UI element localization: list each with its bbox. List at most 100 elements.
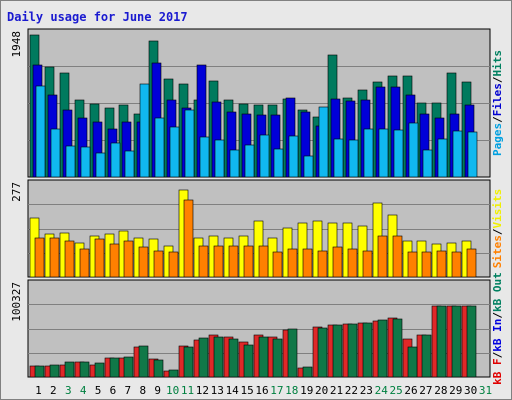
x-tick-label-day-12: 12 xyxy=(196,384,209,397)
bar-kbytes-kb-out-day-3 xyxy=(64,361,75,378)
legend-hits: Hits xyxy=(491,50,504,77)
x-tick-label-day-23: 23 xyxy=(360,384,373,397)
bar-visits-sites-day-7 xyxy=(123,240,134,278)
bar-visits-sites-day-5 xyxy=(94,238,105,278)
bar-hits-pages-day-28 xyxy=(437,138,448,178)
bar-hits-pages-day-8 xyxy=(139,83,150,178)
bar-visits-sites-day-1 xyxy=(34,237,45,278)
bar-kbytes-kb-out-day-5 xyxy=(94,362,105,378)
x-tick-label-day-5: 5 xyxy=(95,384,102,397)
bar-kbytes-kb-out-day-18 xyxy=(287,328,298,378)
bar-hits-pages-day-5 xyxy=(95,152,106,178)
bar-kbytes-kb-out-day-28 xyxy=(436,305,447,378)
panel-kbytes-legend: kB F/kB In/kB Out xyxy=(491,272,504,385)
bar-kbytes-kb-out-day-30 xyxy=(466,305,477,378)
bar-visits-sites-day-11 xyxy=(183,199,194,278)
bar-hits-pages-day-18 xyxy=(288,135,299,178)
legend-kb-out: kB Out xyxy=(491,272,504,312)
bar-kbytes-kb-out-day-25 xyxy=(392,318,403,378)
x-tick-label-day-4: 4 xyxy=(80,384,87,397)
bar-hits-pages-day-3 xyxy=(65,145,76,178)
bar-hits-pages-day-7 xyxy=(124,150,135,178)
x-tick-label-day-20: 20 xyxy=(315,384,328,397)
bar-visits-sites-day-15 xyxy=(243,245,254,278)
bar-hits-pages-day-4 xyxy=(80,146,91,178)
x-tick-label-day-3: 3 xyxy=(65,384,72,397)
x-tick-label-day-18: 18 xyxy=(285,384,298,397)
x-tick-label-day-13: 13 xyxy=(211,384,224,397)
bar-kbytes-kb-out-day-6 xyxy=(109,357,120,378)
bar-hits-pages-day-30 xyxy=(467,131,478,178)
bar-hits-pages-day-1 xyxy=(35,85,46,178)
panel-hits-legend: Pages/Files/Hits xyxy=(491,50,504,156)
bar-visits-sites-day-16 xyxy=(258,245,269,278)
x-tick-label-day-11: 11 xyxy=(181,384,194,397)
bar-visits-sites-day-14 xyxy=(228,245,239,278)
x-tick-label-day-16: 16 xyxy=(255,384,268,397)
legend-visits: Visits xyxy=(491,189,504,229)
bar-visits-sites-day-3 xyxy=(64,240,75,278)
bar-hits-pages-day-14 xyxy=(229,149,240,178)
bar-visits-sites-day-23 xyxy=(362,250,373,278)
bar-hits-pages-day-26 xyxy=(408,122,419,178)
x-tick-label-day-30: 30 xyxy=(464,384,477,397)
bar-hits-pages-day-21 xyxy=(333,138,344,178)
bar-visits-sites-day-4 xyxy=(79,248,90,278)
bar-kbytes-kb-out-day-19 xyxy=(302,366,313,378)
bar-kbytes-kb-out-day-24 xyxy=(377,319,388,378)
bar-visits-sites-day-25 xyxy=(392,235,403,278)
bar-hits-pages-day-29 xyxy=(452,130,463,178)
bar-visits-sites-day-9 xyxy=(153,250,164,278)
x-tick-label-day-26: 26 xyxy=(404,384,417,397)
bar-visits-sites-day-13 xyxy=(213,245,224,278)
bar-kbytes-kb-out-day-7 xyxy=(123,356,134,378)
x-tick-label-day-28: 28 xyxy=(434,384,447,397)
x-tick-label-day-9: 9 xyxy=(154,384,161,397)
bar-visits-visits-day-20 xyxy=(312,220,323,278)
legend-sites: Sites xyxy=(491,235,504,268)
bar-kbytes-kb-out-day-14 xyxy=(228,338,239,378)
bar-visits-sites-day-6 xyxy=(109,243,120,278)
bar-kbytes-kb-out-day-21 xyxy=(332,324,343,378)
x-tick-label-day-27: 27 xyxy=(419,384,432,397)
x-tick-label-day-1: 1 xyxy=(35,384,42,397)
bar-hits-pages-day-27 xyxy=(422,149,433,178)
panel-kbytes-ymax-label: 100327 xyxy=(10,282,23,322)
legend-kb-in: kB In xyxy=(491,319,504,352)
bar-kbytes-kb-out-day-4 xyxy=(79,361,90,378)
bar-hits-pages-day-15 xyxy=(244,144,255,178)
legend-files: Files xyxy=(491,83,504,116)
x-tick-label-day-19: 19 xyxy=(300,384,313,397)
bar-visits-sites-day-30 xyxy=(466,248,477,278)
bar-hits-pages-day-24 xyxy=(378,128,389,178)
bar-hits-pages-day-10 xyxy=(169,126,180,178)
bar-hits-pages-day-16 xyxy=(259,134,270,178)
legend-kb-f: kB F xyxy=(491,358,504,385)
bar-hits-pages-day-25 xyxy=(393,129,404,178)
bar-kbytes-kb-out-day-1 xyxy=(34,365,45,378)
bar-visits-sites-day-10 xyxy=(168,251,179,278)
panel-visits-legend: Sites/Visits xyxy=(491,189,504,269)
bar-kbytes-kb-out-day-12 xyxy=(198,337,209,378)
x-tick-label-day-31: 31 xyxy=(479,384,492,397)
bar-kbytes-kb-out-day-11 xyxy=(183,346,194,378)
chart-title: Daily usage for June 2017 xyxy=(7,10,188,24)
x-tick-label-day-6: 6 xyxy=(110,384,117,397)
panel-visits-ymax-label: 277 xyxy=(10,182,23,202)
bar-hits-pages-day-17 xyxy=(273,148,284,178)
bar-hits-pages-day-20 xyxy=(318,106,329,178)
x-tick-label-day-22: 22 xyxy=(345,384,358,397)
bar-kbytes-kb-out-day-9 xyxy=(153,359,164,378)
x-tick-label-day-15: 15 xyxy=(240,384,253,397)
bar-kbytes-kb-out-day-13 xyxy=(213,336,224,378)
x-tick-label-day-7: 7 xyxy=(125,384,132,397)
bar-kbytes-kb-out-day-15 xyxy=(243,344,254,378)
bar-visits-sites-day-27 xyxy=(421,251,432,278)
x-tick-label-day-29: 29 xyxy=(449,384,462,397)
bar-hits-pages-day-13 xyxy=(214,139,225,178)
x-tick-label-day-8: 8 xyxy=(139,384,146,397)
bar-visits-sites-day-12 xyxy=(198,245,209,278)
x-tick-label-day-24: 24 xyxy=(375,384,389,397)
